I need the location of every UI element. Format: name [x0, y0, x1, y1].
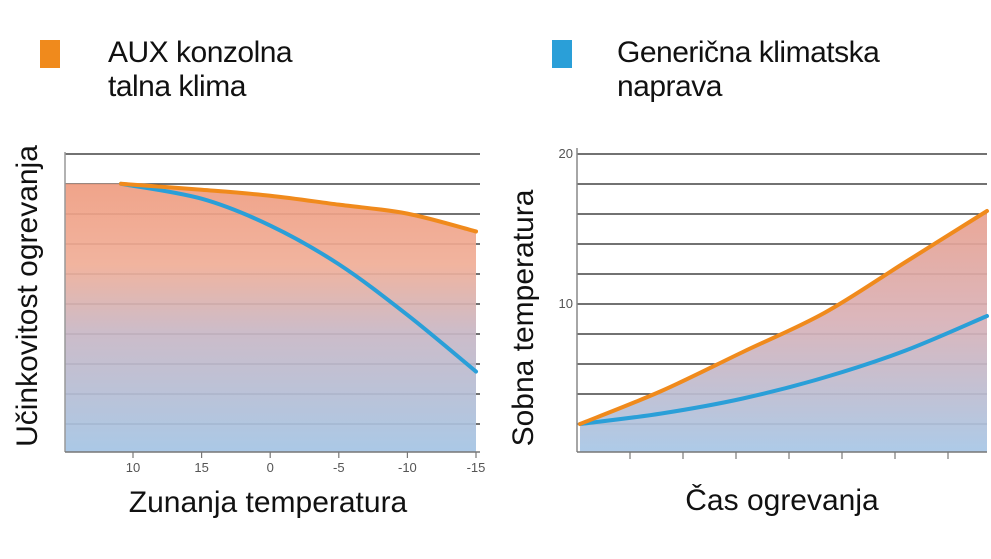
chart2: 20 10 Sobna temperatura Čas ogrevanja [507, 146, 989, 517]
chart1-xtick-label: 10 [126, 460, 140, 475]
chart1-xtick-label: 0 [267, 460, 274, 475]
chart1-xlabel: Zunanja temperatura [129, 486, 408, 519]
legend-label-aux: AUX konzolna talna klima [108, 36, 293, 104]
legend-generic-line2: naprava [617, 70, 722, 103]
chart1-xtick-label: -10 [398, 460, 417, 475]
chart1-xtick-label: -15 [467, 460, 486, 475]
chart2-x-ticks [629, 452, 949, 459]
chart1-series-aux-line [119, 181, 478, 234]
chart1-series-generic-line [119, 181, 478, 374]
chart2-ytick-20: 20 [559, 146, 573, 161]
chart2-ytick-10: 10 [559, 296, 573, 311]
chart1-xtick-label: 15 [194, 460, 208, 475]
chart1: 10 15 0 -5 -10 -15 Učinkovitost ogrevanja Zun… [11, 145, 485, 519]
chart1-ylabel: Učinkovitost ogrevanja [11, 145, 44, 447]
chart2-series-aux-line [578, 209, 989, 426]
legend-aux-line2: talna klima [108, 70, 246, 103]
chart1-xtick-label: -5 [333, 460, 345, 475]
legend-swatch-aux [40, 40, 60, 68]
legend-aux-line1: AUX konzolna [108, 36, 293, 69]
chart2-xlabel: Čas ogrevanja [685, 483, 879, 517]
legend-label-generic: Generična klimatska naprava [617, 36, 880, 104]
chart1-x-ticks: 10 15 0 -5 -10 -15 [126, 452, 486, 475]
legend-generic-line1: Generična klimatska [617, 36, 880, 69]
chart2-ylabel: Sobna temperatura [507, 189, 540, 446]
chart1-fill-area [65, 183, 476, 453]
legend-swatch-generic [552, 40, 572, 68]
chart2-fill-area [580, 211, 987, 452]
chart2-series-generic-line [578, 314, 989, 426]
